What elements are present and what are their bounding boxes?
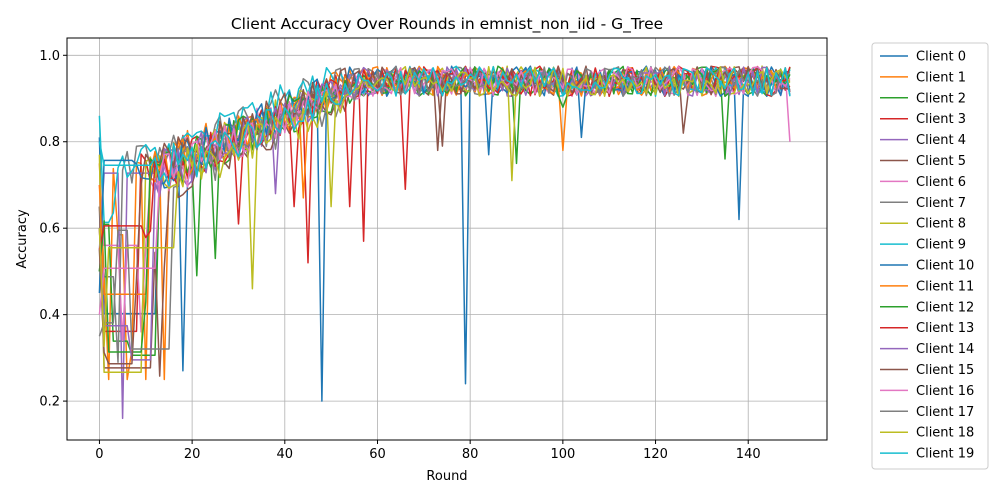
legend-box bbox=[871, 42, 989, 470]
series-line bbox=[98, 65, 791, 315]
x-tick-label: 140 bbox=[736, 447, 761, 462]
legend-label: Client 2 bbox=[916, 91, 966, 106]
legend-label: Client 11 bbox=[916, 279, 974, 294]
legend: Client 0 Client 1 Client 2 Client 3 Client 4… bbox=[871, 42, 989, 470]
x-tick-label: 80 bbox=[462, 447, 479, 462]
legend-label: Client 12 bbox=[916, 300, 974, 315]
legend-label: Client 7 bbox=[916, 196, 966, 211]
x-tick-label: 20 bbox=[184, 447, 201, 462]
x-tick-label: 0 bbox=[95, 447, 103, 462]
legend-label: Client 0 bbox=[916, 50, 966, 65]
x-axis-label: Round bbox=[426, 469, 467, 484]
series-line bbox=[98, 65, 791, 187]
legend-label: Client 1 bbox=[916, 70, 966, 85]
legend-label: Client 16 bbox=[916, 384, 974, 399]
legend-label: Client 15 bbox=[916, 363, 974, 378]
y-tick-label: 0.2 bbox=[39, 395, 60, 410]
legend-label: Client 17 bbox=[916, 405, 974, 420]
legend-label: Client 14 bbox=[916, 342, 974, 357]
series-lines bbox=[98, 65, 791, 420]
legend-label: Client 13 bbox=[916, 321, 974, 336]
x-tick-label: 60 bbox=[369, 447, 386, 462]
x-tick-label: 120 bbox=[643, 447, 668, 462]
grid-lines bbox=[67, 38, 827, 440]
legend-label: Client 8 bbox=[916, 217, 966, 232]
chart-title: Client Accuracy Over Rounds in emnist_no… bbox=[231, 15, 663, 34]
series-line bbox=[98, 65, 791, 377]
y-tick-label: 0.4 bbox=[39, 308, 60, 323]
y-tick-label: 0.6 bbox=[39, 222, 60, 237]
x-tick-label: 40 bbox=[277, 447, 294, 462]
legend-label: Client 10 bbox=[916, 259, 974, 274]
axis-ticks: 0 20 40 60 80 100 120 140 0.2 0.4 0.6 0.8 1.0 bbox=[39, 49, 760, 462]
x-tick-label: 100 bbox=[550, 447, 575, 462]
legend-label: Client 5 bbox=[916, 154, 966, 169]
y-tick-label: 1.0 bbox=[39, 49, 60, 64]
legend-label: Client 19 bbox=[916, 447, 974, 462]
legend-label: Client 4 bbox=[916, 133, 966, 148]
y-axis-label: Accuracy bbox=[15, 209, 30, 269]
y-tick-label: 0.8 bbox=[39, 135, 60, 150]
legend-label: Client 3 bbox=[916, 112, 966, 127]
plot-frame bbox=[66, 37, 828, 441]
legend-label: Client 9 bbox=[916, 238, 966, 253]
legend-label: Client 18 bbox=[916, 426, 974, 441]
legend-label: Client 6 bbox=[916, 175, 966, 190]
